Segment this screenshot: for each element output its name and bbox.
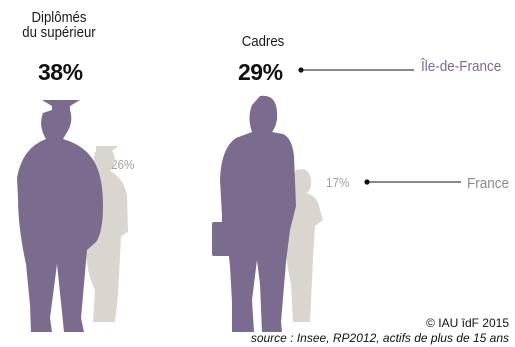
idf-executive-silhouette-icon [212,95,296,332]
legend-label-france: France [467,175,510,192]
value-idf-diplomes: 38% [38,59,83,85]
idf-graduate-silhouette-icon [17,100,103,332]
credit-text: © IAU îdF 2015 [426,316,509,330]
value-france-cadres: 17% [326,175,350,190]
category-label-line1: Diplômés [31,9,87,26]
source-text: source : Insee, RP2012, actifs de plus d… [250,331,509,345]
category-label-diplomes: Diplômés du supérieur [7,10,111,40]
legend-idf-line [298,67,414,73]
value-idf-cadres: 29% [238,59,283,85]
legend-france-line [364,179,461,185]
legend-label-idf: Île-de-France [421,58,502,75]
value-france-diplomes: 26% [111,157,135,172]
category-label-cadres: Cadres [241,33,285,50]
category-label-line2: du supérieur [22,24,96,41]
